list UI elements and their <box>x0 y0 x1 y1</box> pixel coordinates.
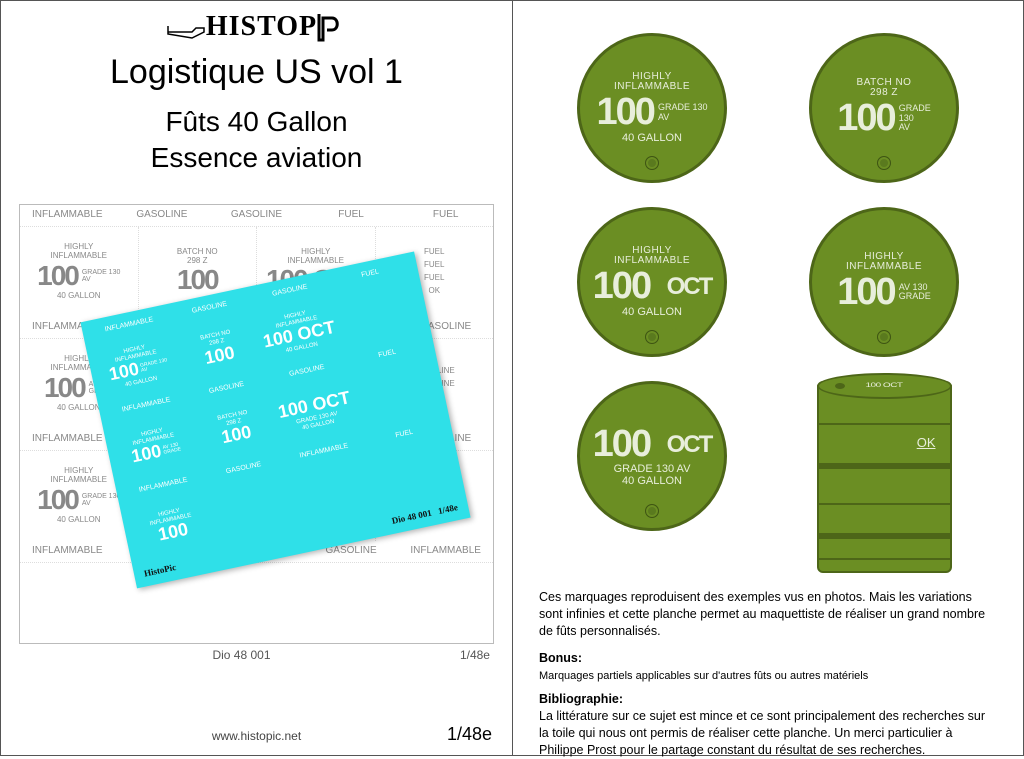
decal-caption: Dio 48 001 1/48e <box>19 648 494 662</box>
decal-word: FUEL <box>304 205 399 226</box>
decal-word: INFLAMMABLE <box>20 205 115 226</box>
drum-big: 100 <box>597 93 654 133</box>
drum-big: 100 <box>837 99 894 139</box>
decal-text: BATCH NO 298 Z <box>139 248 257 266</box>
bonus-text: Marquages partiels applicables sur d'aut… <box>539 670 868 682</box>
decal-sheet-preview: INFLAMMABLE GASOLINE GASOLINE FUEL FUEL … <box>19 204 494 644</box>
right-page: HIGHLY INFLAMMABLE 100GRADE 130 AV 40 GA… <box>512 0 1024 756</box>
drum-side: AV 130 GRADE <box>899 283 931 302</box>
decal-word: GASOLINE <box>115 205 210 226</box>
logo: HISTOP <box>19 11 494 47</box>
decal-word: FUEL <box>398 205 493 226</box>
drum-side: GRADE 130 AV <box>658 103 708 122</box>
decal-word: GASOLINE <box>209 205 304 226</box>
drum-top-2: BATCH NO 298 Z 100GRADE 130 AV <box>809 33 959 183</box>
drum-ok-mark: OK <box>917 435 936 450</box>
drum-mid: OCT <box>667 432 712 457</box>
bibliography-label: Bibliographie: <box>539 692 623 706</box>
left-page: HISTOP Logistique US vol 1 Fûts 40 Gallo… <box>0 0 512 756</box>
drum-cap-icon <box>645 330 659 344</box>
decal-num: 100 <box>177 265 218 296</box>
decal-side: GRADE 130 AV <box>82 269 121 283</box>
title-main: Logistique US vol 1 <box>19 53 494 92</box>
drum-cap-icon <box>835 383 845 389</box>
drum-cap-icon <box>645 156 659 170</box>
drum-body-cell: 100 OCT OK <box>803 381 965 573</box>
title-sub1: Fûts 40 Gallon <box>19 106 494 138</box>
drum-big: 100 <box>837 273 894 313</box>
decal-text: 40 GALLON <box>20 292 138 301</box>
decal-text-row: INFLAMMABLE GASOLINE GASOLINE FUEL FUEL <box>20 205 493 227</box>
title-sub2: Essence aviation <box>19 142 494 174</box>
decal-num: 100 <box>37 261 78 292</box>
footer-url: www.histopic.net <box>1 729 512 743</box>
drum-big: 100 <box>593 267 650 307</box>
drum-big: 100 <box>593 425 650 465</box>
bibliography-text: La littérature sur ce sujet est mince et… <box>539 709 985 757</box>
overlay-scale: 1/48e <box>437 501 459 515</box>
drum-side: GRADE 130 AV <box>899 104 931 132</box>
drum-top-4: HIGHLY INFLAMMABLE 100AV 130 GRADE <box>809 207 959 357</box>
decal-text: HIGHLY INFLAMMABLE <box>20 243 138 261</box>
description-block: Ces marquages reproduisent des exemples … <box>531 581 1005 759</box>
drum-cap-icon <box>877 156 891 170</box>
drum-mid: OCT <box>667 274 712 299</box>
drum-cap-icon <box>877 330 891 344</box>
drum-cap-icon <box>645 504 659 518</box>
drum-line: 40 GALLON <box>622 476 682 488</box>
drum-body: 100 OCT OK <box>817 381 952 573</box>
drum-line: 40 GALLON <box>622 307 682 319</box>
caption-ref: Dio 48 001 <box>212 648 270 662</box>
drum-line: 40 GALLON <box>622 133 682 145</box>
drum-examples-grid: HIGHLY INFLAMMABLE 100GRADE 130 AV 40 GA… <box>531 15 1005 581</box>
drum-top-5: 100 OCT GRADE 130 AV 40 GALLON <box>577 381 727 531</box>
desc-paragraph: Ces marquages reproduisent des exemples … <box>539 589 997 640</box>
caption-scale: 1/48e <box>460 648 490 662</box>
bonus-label: Bonus: <box>539 651 582 665</box>
drum-top-1: HIGHLY INFLAMMABLE 100GRADE 130 AV 40 GA… <box>577 33 727 183</box>
drum-top-3: HIGHLY INFLAMMABLE 100 OCT 40 GALLON <box>577 207 727 357</box>
